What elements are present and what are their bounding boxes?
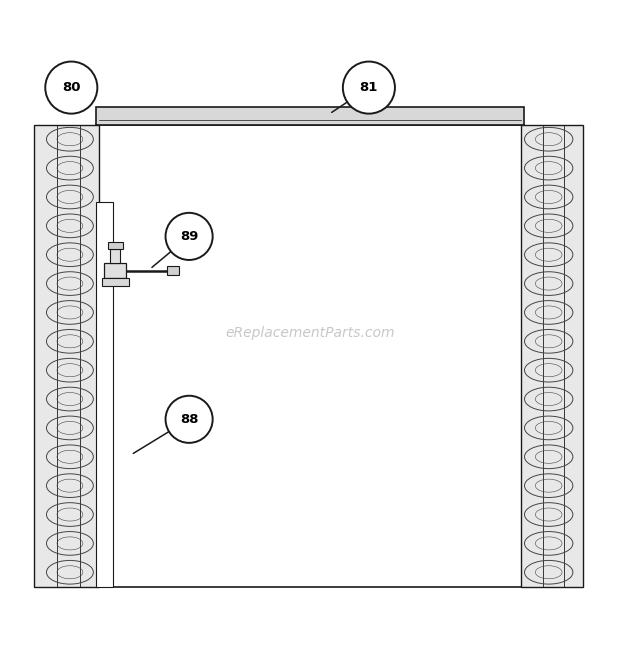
Bar — [104, 263, 126, 278]
Text: 88: 88 — [180, 413, 198, 426]
Text: eReplacementParts.com: eReplacementParts.com — [225, 325, 395, 340]
Bar — [96, 125, 524, 587]
Bar — [96, 202, 113, 587]
Bar — [521, 125, 583, 587]
Bar — [167, 266, 179, 275]
Bar — [110, 249, 120, 263]
Text: 80: 80 — [62, 81, 81, 94]
Text: 81: 81 — [360, 81, 378, 94]
Circle shape — [166, 213, 213, 260]
Bar — [96, 108, 524, 125]
Circle shape — [166, 396, 213, 443]
Bar — [108, 241, 123, 249]
Bar — [102, 278, 128, 286]
Text: 89: 89 — [180, 230, 198, 243]
Circle shape — [343, 62, 395, 114]
Bar — [34, 125, 99, 587]
Circle shape — [45, 62, 97, 114]
